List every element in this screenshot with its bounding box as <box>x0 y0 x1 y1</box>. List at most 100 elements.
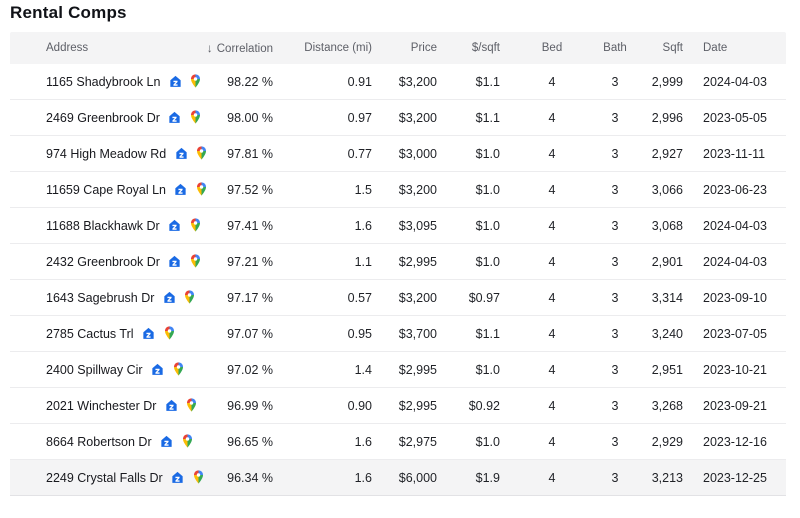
sqft-cell: 2,927 <box>638 136 695 172</box>
correlation-cell: 97.81 % <box>175 136 285 172</box>
price-per-sqft-cell: $1.0 <box>449 172 512 208</box>
table-row[interactable]: 974 High Meadow Rd 9 <box>10 136 786 172</box>
table-row[interactable]: 2469 Greenbrook Dr 9 <box>10 100 786 136</box>
price-per-sqft-cell: $1.0 <box>449 352 512 388</box>
rental-comps-panel: Rental Comps Address ↓ Correlation Distan… <box>10 3 786 496</box>
zillow-icon[interactable] <box>142 327 155 340</box>
map-pin-icon[interactable] <box>173 362 184 376</box>
price-cell: $3,200 <box>384 64 449 100</box>
column-header-price[interactable]: Price <box>384 32 449 64</box>
price-cell: $2,995 <box>384 244 449 280</box>
sqft-cell: 2,951 <box>638 352 695 388</box>
distance-cell: 0.90 <box>285 388 384 424</box>
map-pin-icon[interactable] <box>186 398 197 412</box>
bed-cell: 4 <box>512 208 592 244</box>
price-per-sqft-cell: $1.0 <box>449 136 512 172</box>
address-cell: 1165 Shadybrook Ln <box>10 64 201 100</box>
correlation-cell: 97.17 % <box>175 280 285 316</box>
zillow-icon[interactable] <box>165 399 178 412</box>
column-header-correlation[interactable]: ↓ Correlation <box>175 32 285 64</box>
table-row[interactable]: 1165 Shadybrook Ln 9 <box>10 64 786 100</box>
address-text: 1643 Sagebrush Dr <box>46 291 155 305</box>
distance-cell: 0.95 <box>285 316 384 352</box>
bed-cell: 4 <box>512 316 592 352</box>
zillow-icon[interactable] <box>160 435 173 448</box>
column-header-address[interactable]: Address <box>10 32 175 64</box>
sqft-cell: 2,901 <box>638 244 695 280</box>
bed-cell: 4 <box>512 172 592 208</box>
map-pin-icon[interactable] <box>184 290 195 304</box>
column-header-bath[interactable]: Bath <box>592 32 638 64</box>
address-cell: 2249 Crystal Falls Dr <box>10 460 203 496</box>
table-row[interactable]: 11659 Cape Royal Ln <box>10 172 786 208</box>
zillow-icon[interactable] <box>171 471 184 484</box>
bath-cell: 3 <box>592 460 638 496</box>
table-row[interactable]: 8664 Robertson Dr 96 <box>10 424 786 460</box>
price-cell: $3,200 <box>384 280 449 316</box>
correlation-cell: 96.34 % <box>175 460 285 496</box>
price-per-sqft-cell: $1.0 <box>449 424 512 460</box>
table-row[interactable]: 2249 Crystal Falls Dr <box>10 460 786 496</box>
zillow-icon[interactable] <box>168 219 181 232</box>
zillow-icon[interactable] <box>168 111 181 124</box>
address-text: 2400 Spillway Cir <box>46 363 143 377</box>
page-title: Rental Comps <box>10 3 127 22</box>
price-per-sqft-cell: $1.1 <box>449 100 512 136</box>
table-row[interactable]: 2785 Cactus Trl 97.0 <box>10 316 786 352</box>
bath-cell: 3 <box>592 208 638 244</box>
map-pin-icon[interactable] <box>196 182 207 196</box>
map-pin-icon[interactable] <box>182 434 193 448</box>
table-row[interactable]: 2400 Spillway Cir 97 <box>10 352 786 388</box>
address-cell: 2021 Winchester Dr <box>10 388 197 424</box>
date-cell: 2024-04-03 <box>695 244 786 280</box>
zillow-icon[interactable] <box>163 291 176 304</box>
bath-cell: 3 <box>592 136 638 172</box>
address-cell: 974 High Meadow Rd <box>10 136 207 172</box>
map-pin-icon[interactable] <box>193 470 204 484</box>
bed-cell: 4 <box>512 244 592 280</box>
zillow-icon[interactable] <box>175 147 188 160</box>
address-cell: 2469 Greenbrook Dr <box>10 100 200 136</box>
distance-cell: 0.97 <box>285 100 384 136</box>
address-text: 11688 Blackhawk Dr <box>46 219 160 233</box>
map-pin-icon[interactable] <box>164 326 175 340</box>
map-pin-icon[interactable] <box>190 74 201 88</box>
column-header-price-per-sqft[interactable]: $/sqft <box>449 32 512 64</box>
zillow-icon[interactable] <box>151 363 164 376</box>
zillow-icon[interactable] <box>174 183 187 196</box>
sqft-cell: 3,268 <box>638 388 695 424</box>
address-text: 2249 Crystal Falls Dr <box>46 471 163 485</box>
address-text: 11659 Cape Royal Ln <box>46 183 166 197</box>
zillow-icon[interactable] <box>169 75 182 88</box>
price-per-sqft-cell: $0.97 <box>449 280 512 316</box>
bath-cell: 3 <box>592 424 638 460</box>
bed-cell: 4 <box>512 352 592 388</box>
zillow-icon[interactable] <box>168 255 181 268</box>
date-cell: 2023-10-21 <box>695 352 786 388</box>
address-cell: 2432 Greenbrook Dr <box>10 244 200 280</box>
table-row[interactable]: 2432 Greenbrook Dr 9 <box>10 244 786 280</box>
map-pin-icon[interactable] <box>190 110 201 124</box>
price-per-sqft-cell: $0.92 <box>449 388 512 424</box>
map-pin-icon[interactable] <box>190 254 201 268</box>
column-header-distance[interactable]: Distance (mi) <box>285 32 384 64</box>
map-pin-icon[interactable] <box>196 146 207 160</box>
table-row[interactable]: 11688 Blackhawk Dr 9 <box>10 208 786 244</box>
sqft-cell: 2,999 <box>638 64 695 100</box>
bed-cell: 4 <box>512 64 592 100</box>
bath-cell: 3 <box>592 64 638 100</box>
correlation-cell: 97.07 % <box>175 316 285 352</box>
address-cell: 8664 Robertson Dr <box>10 424 192 460</box>
correlation-cell: 96.99 % <box>175 388 285 424</box>
column-header-date[interactable]: Date <box>695 32 786 64</box>
column-header-bed[interactable]: Bed <box>512 32 592 64</box>
map-pin-icon[interactable] <box>190 218 201 232</box>
distance-cell: 1.5 <box>285 172 384 208</box>
column-header-sqft[interactable]: Sqft <box>638 32 695 64</box>
table-row[interactable]: 2021 Winchester Dr 9 <box>10 388 786 424</box>
price-per-sqft-cell: $1.1 <box>449 64 512 100</box>
date-cell: 2023-05-05 <box>695 100 786 136</box>
bed-cell: 4 <box>512 460 592 496</box>
table-row[interactable]: 1643 Sagebrush Dr 97 <box>10 280 786 316</box>
date-cell: 2024-04-03 <box>695 208 786 244</box>
